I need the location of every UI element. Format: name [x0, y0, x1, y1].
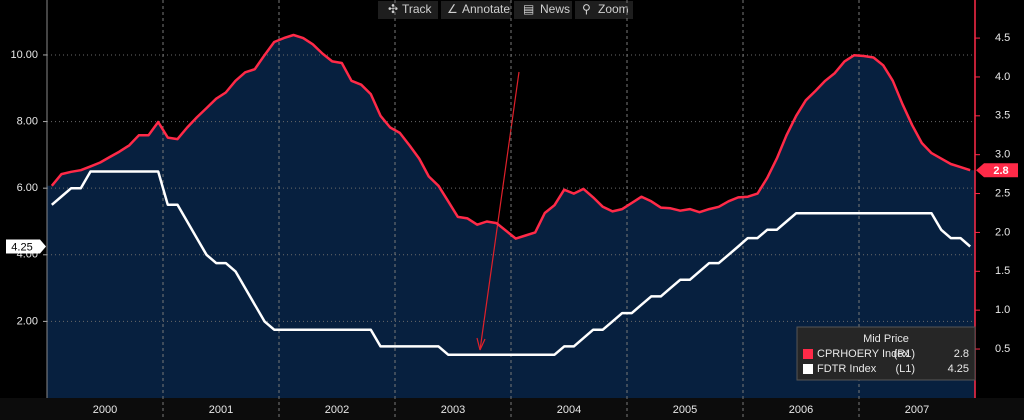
y2-tick-label: 4.5: [995, 32, 1010, 44]
series-line: [50, 170, 972, 356]
toolbar-icon: ∠: [447, 2, 458, 16]
x-tick-label: 2000: [93, 404, 117, 416]
last-value-label: 2.8: [993, 165, 1008, 177]
y-tick-label: 2.00: [17, 315, 38, 327]
y2-tick-label: 2.5: [995, 187, 1010, 199]
y2-tick-label: 3.5: [995, 110, 1010, 122]
toolbar-label: Annotate: [462, 2, 510, 16]
y-tick-label: 8.00: [17, 115, 38, 127]
y2-tick-label: 0.5: [995, 343, 1010, 355]
annotation-arrow: [476, 71, 520, 351]
x-tick-label: 2001: [209, 404, 233, 416]
x-tick-label: 2005: [673, 404, 697, 416]
legend-label: FDTR Index: [817, 363, 877, 375]
legend-value: 4.25: [948, 363, 969, 375]
toolbar-button[interactable]: [441, 1, 511, 19]
x-tick-label: 2006: [789, 404, 813, 416]
arrow-head: [476, 337, 486, 351]
y2-tick-label: 4.0: [995, 71, 1010, 83]
legend-value: 2.8: [954, 348, 969, 360]
y-tick-label: 6.00: [17, 182, 38, 194]
toolbar-label: Track: [402, 2, 433, 16]
toolbar-button[interactable]: [514, 1, 572, 19]
legend-title: Mid Price: [863, 333, 909, 345]
toolbar-icon: ⚲: [582, 2, 591, 16]
toolbar-icon: ▤: [523, 2, 534, 16]
legend-tag: (L1): [895, 363, 915, 375]
last-value-tag: [6, 239, 46, 254]
x-axis-band: [0, 398, 1024, 420]
y-tick-label: 10.00: [10, 49, 38, 61]
toolbar-button[interactable]: [575, 1, 633, 19]
toolbar-icon: ✣: [388, 2, 398, 16]
last-value-label: 4.25: [11, 241, 32, 253]
toolbar-button[interactable]: [378, 1, 438, 19]
toolbar: ✣ Track ∠ Annotate ▤ News ⚲ Zoom: [378, 1, 633, 19]
y2-tick-label: 1.0: [995, 304, 1010, 316]
y2-tick-label: 1.5: [995, 265, 1010, 277]
legend-swatch: [803, 349, 813, 359]
x-tick-label: 2004: [557, 404, 581, 416]
legend-box: [796, 326, 976, 381]
x-tick-label: 2002: [325, 404, 349, 416]
arrow-shaft: [479, 71, 520, 351]
x-tick-label: 2007: [905, 404, 929, 416]
y2-tick-label: 3.0: [995, 149, 1010, 161]
toolbar-label: Zoom: [598, 2, 629, 16]
x-tick-label: 2003: [441, 404, 465, 416]
legend-tag: (R1): [894, 348, 915, 360]
series-line: [50, 33, 971, 240]
y2-tick-label: 2.0: [995, 226, 1010, 238]
legend-label: CPRHOERY Index: [817, 348, 909, 360]
last-value-tag: [976, 163, 1018, 178]
legend-swatch: [803, 364, 813, 374]
toolbar-label: News: [540, 2, 570, 16]
